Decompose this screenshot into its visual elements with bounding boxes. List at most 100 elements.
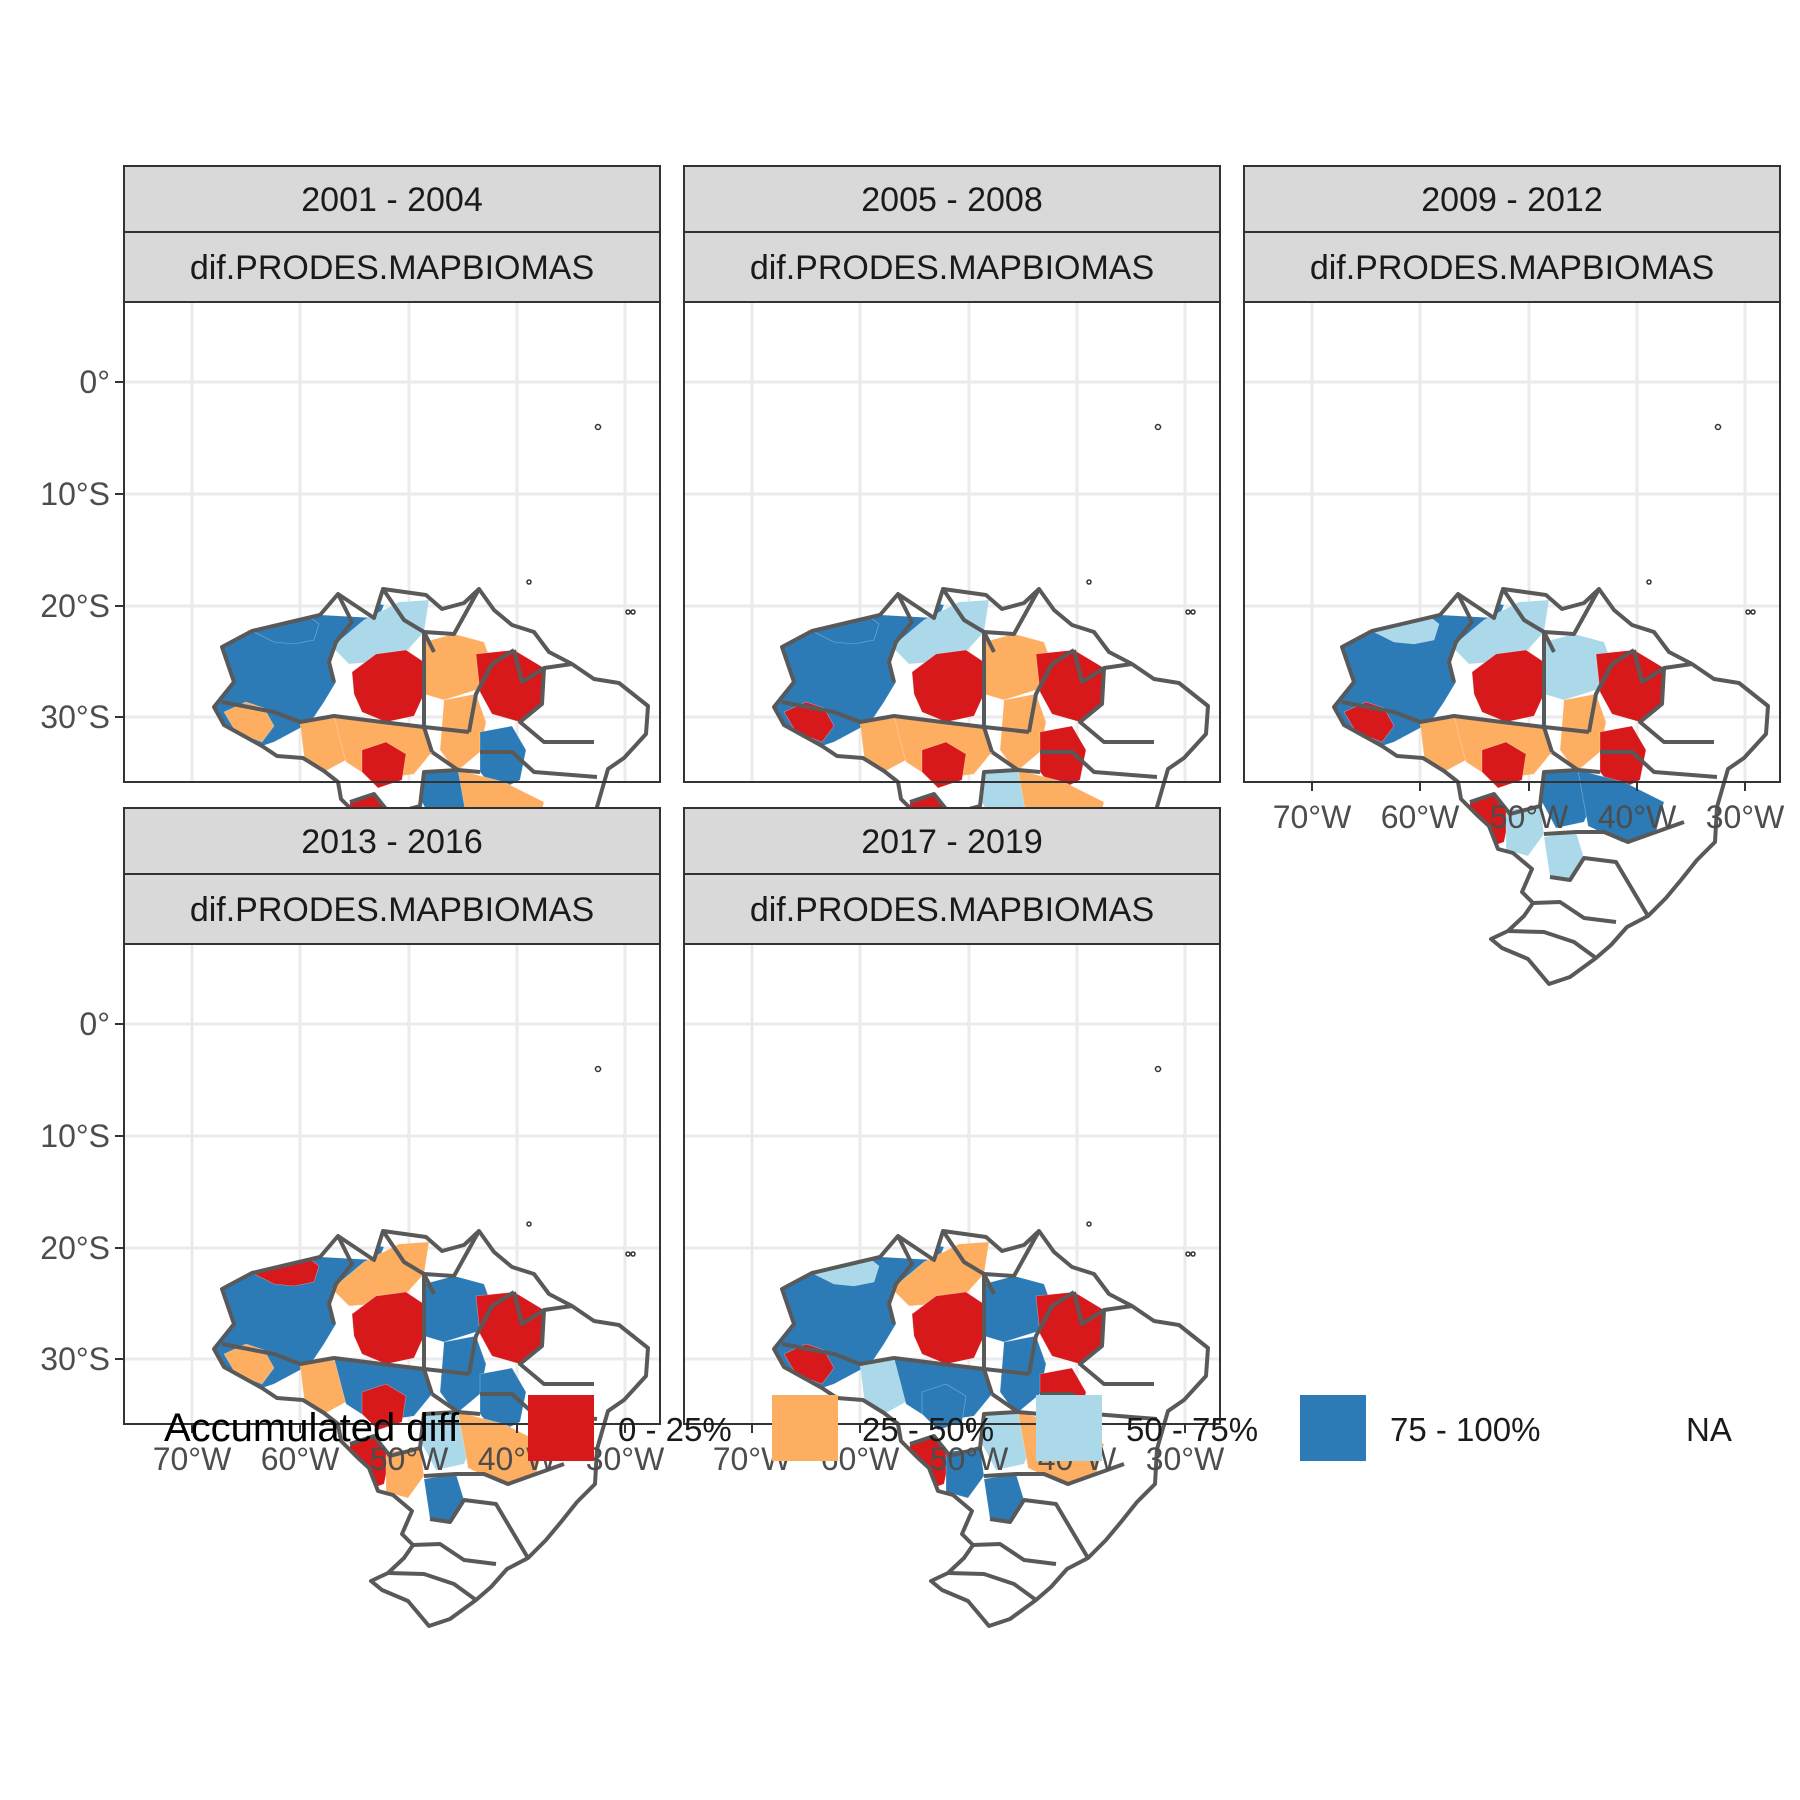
legend-label-75-100: 75 - 100% bbox=[1390, 1411, 1540, 1448]
latitude-label: 0° bbox=[79, 1006, 110, 1042]
state-boundary bbox=[1040, 750, 1158, 779]
facet-strip-period: 2017 - 2019 bbox=[683, 807, 1221, 875]
island-marker bbox=[625, 609, 631, 615]
region-mato-grosso-red bbox=[361, 741, 407, 789]
state-boundary bbox=[422, 1274, 434, 1395]
strip-background bbox=[1243, 231, 1781, 303]
longitude-label: 50°W bbox=[370, 1441, 449, 1477]
strip-background bbox=[123, 873, 661, 945]
facet-strip-period: 2013 - 2016 bbox=[123, 807, 661, 875]
island-marker bbox=[526, 579, 532, 585]
longitude-label: 60°W bbox=[261, 1441, 340, 1477]
state-boundary bbox=[1072, 649, 1133, 684]
latitude-label: 10°S bbox=[40, 476, 110, 512]
state-boundary bbox=[982, 1274, 994, 1395]
island-marker bbox=[630, 609, 636, 615]
facet-strip-variable: dif.PRODES.MAPBIOMAS bbox=[123, 231, 661, 303]
island-marker bbox=[594, 423, 602, 431]
facet-strip-period: 2005 - 2008 bbox=[683, 165, 1221, 233]
legend-label-25-50: 25 - 50% bbox=[862, 1411, 994, 1448]
strip-background bbox=[683, 807, 1221, 875]
state-boundary bbox=[983, 1462, 1125, 1486]
state-boundary bbox=[941, 1229, 996, 1295]
state-boundary bbox=[512, 649, 573, 684]
legend-key-75-100 bbox=[1300, 1395, 1366, 1461]
panel-border bbox=[1243, 301, 1781, 783]
state-boundary bbox=[887, 1235, 914, 1325]
map-panel: 2001 - 2004 dif.PRODES.MAPBIOMAS 0° 10°S 20°… bbox=[40, 165, 661, 986]
panel-border bbox=[683, 943, 1221, 1425]
state-boundary bbox=[1447, 593, 1474, 683]
legend: Accumulated diff 0 - 25% 25 - 50% 50 - 7… bbox=[164, 1395, 1732, 1461]
island-marker bbox=[1714, 423, 1722, 431]
island-marker bbox=[630, 1251, 636, 1257]
state-boundary bbox=[1072, 1291, 1133, 1326]
state-boundary bbox=[381, 587, 436, 653]
strip-background bbox=[683, 873, 1221, 945]
state-boundary bbox=[947, 1571, 1038, 1602]
strip-background bbox=[123, 165, 661, 233]
state-boundary bbox=[989, 1498, 1090, 1560]
state-boundary bbox=[423, 588, 481, 636]
island-marker bbox=[1190, 1251, 1196, 1257]
choropleth-regions bbox=[1334, 593, 1665, 881]
map-panel: 2013 - 2016 dif.PRODES.MAPBIOMAS 0° 10°S 20°… bbox=[40, 807, 665, 1628]
facet-strip-variable: dif.PRODES.MAPBIOMAS bbox=[123, 873, 661, 945]
state-boundary bbox=[1542, 632, 1554, 753]
region-south-east bbox=[1543, 831, 1585, 881]
island-marker bbox=[1750, 609, 1756, 615]
island-marker bbox=[594, 1065, 602, 1073]
state-boundary bbox=[1469, 768, 1579, 816]
period-label: 2001 - 2004 bbox=[301, 181, 483, 219]
map-panel: 2009 - 2012 dif.PRODES.MAPBIOMAS 70°W 60°W 5… bbox=[1243, 165, 1785, 986]
region-para-core bbox=[911, 1291, 985, 1365]
variable-label: dif.PRODES.MAPBIOMAS bbox=[190, 891, 594, 929]
island-marker bbox=[1154, 423, 1162, 431]
state-boundary bbox=[941, 587, 996, 653]
strip-background bbox=[123, 807, 661, 875]
state-boundary bbox=[518, 667, 594, 744]
region-para-core bbox=[1471, 649, 1545, 723]
state-boundary bbox=[1549, 856, 1650, 918]
legend-key-0-25 bbox=[528, 1395, 594, 1461]
state-boundary bbox=[1600, 750, 1718, 779]
state-boundary bbox=[983, 588, 1041, 636]
latitude-label: 20°S bbox=[40, 1230, 110, 1266]
period-label: 2009 - 2012 bbox=[1421, 181, 1603, 219]
island-marker bbox=[1185, 1251, 1191, 1257]
strip-background bbox=[1243, 165, 1781, 233]
region-mato-grosso-red bbox=[921, 741, 967, 789]
island-marker bbox=[1086, 1221, 1092, 1227]
latitude-label: 10°S bbox=[40, 1118, 110, 1154]
island-marker bbox=[1745, 609, 1751, 615]
state-boundary bbox=[387, 1571, 478, 1602]
island-marker bbox=[1646, 579, 1652, 585]
longitude-label: 50°W bbox=[930, 1441, 1009, 1477]
state-boundary bbox=[1632, 649, 1693, 684]
state-boundary bbox=[1543, 588, 1601, 636]
region-south-east bbox=[423, 1473, 465, 1523]
panel-border bbox=[683, 301, 1221, 783]
state-boundary bbox=[327, 593, 354, 683]
region-mato-grosso-red bbox=[921, 1383, 967, 1431]
state-boundary bbox=[512, 1291, 573, 1326]
latitude-label: 0° bbox=[79, 364, 110, 400]
state-boundary bbox=[429, 1498, 530, 1560]
state-boundary bbox=[518, 1309, 594, 1386]
region-para-core bbox=[911, 649, 985, 723]
variable-label: dif.PRODES.MAPBIOMAS bbox=[190, 249, 594, 287]
panel-border bbox=[123, 301, 661, 783]
longitude-label: 70°W bbox=[153, 1441, 232, 1477]
state-boundaries bbox=[1332, 587, 1770, 986]
state-boundary bbox=[349, 1410, 459, 1458]
facet-strip-variable: dif.PRODES.MAPBIOMAS bbox=[683, 873, 1221, 945]
longitude-label: 30°W bbox=[586, 1441, 665, 1477]
variable-label: dif.PRODES.MAPBIOMAS bbox=[750, 249, 1154, 287]
legend-label-50-75: 50 - 75% bbox=[1126, 1411, 1258, 1448]
facet-strip-period: 2009 - 2012 bbox=[1243, 165, 1781, 233]
region-south-east bbox=[983, 1473, 1025, 1523]
island-marker bbox=[1154, 1065, 1162, 1073]
legend-key-25-50 bbox=[772, 1395, 838, 1461]
